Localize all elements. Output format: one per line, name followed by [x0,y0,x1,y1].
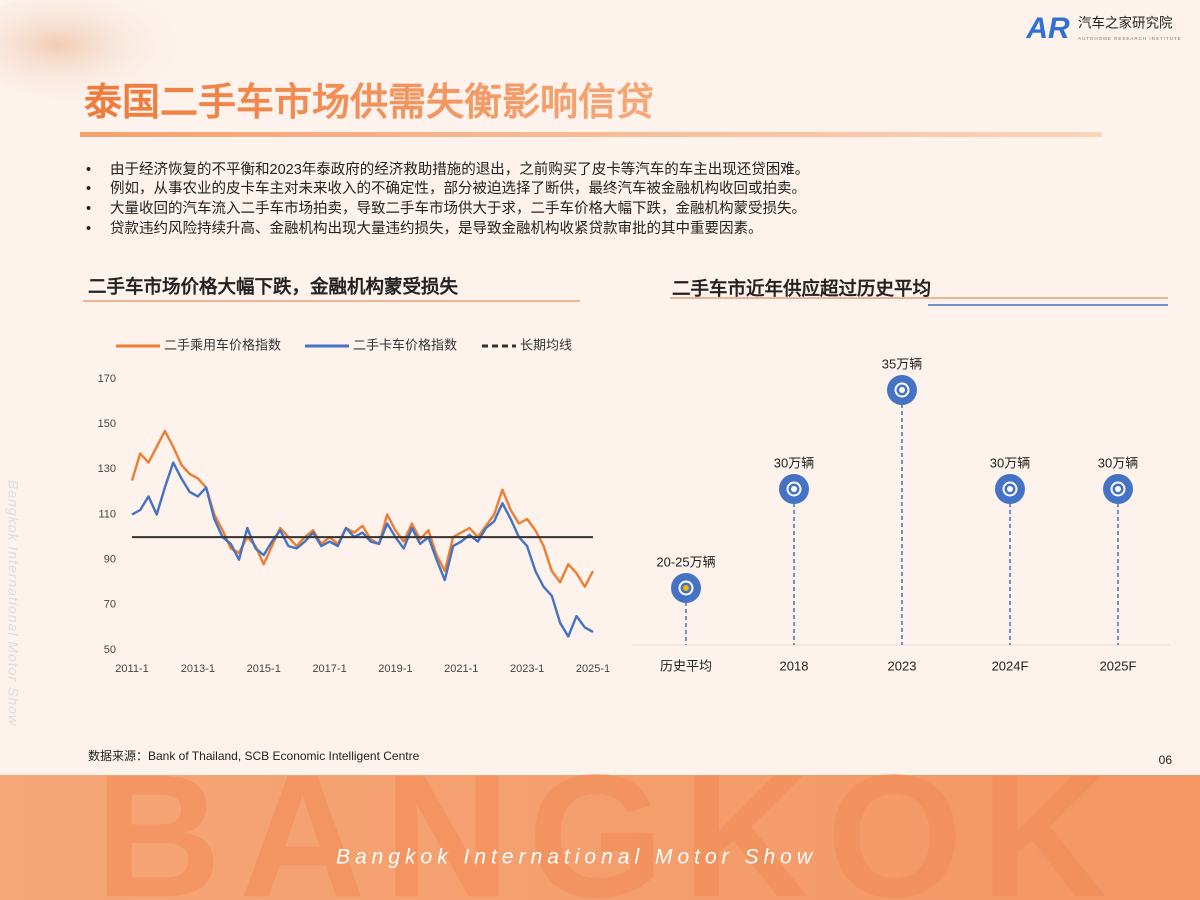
logo-name: 汽车之家研究院 [1078,15,1173,31]
x-tick-label: 2019-1 [378,663,412,675]
y-tick-label: 150 [98,418,116,430]
source-note: 数据来源：Bank of Thailand, SCB Economic Inte… [88,748,420,763]
dot-center [791,486,797,492]
bullet-text: 例如，从事农业的皮卡车主对未来收入的不确定性，部分被迫选择了断供，最终汽车被金融… [110,180,806,197]
chart-title: 二手车市场价格大幅下跌，金融机构蒙受损失 [88,276,459,297]
logo-mark: AR [1025,12,1070,45]
x-tick-label: 2017-1 [312,663,346,675]
x-tick-label: 2023 [888,658,917,673]
title-underline [80,132,1102,137]
value-label: 35万辆 [882,356,922,371]
bullet-dot: • [86,201,91,217]
x-tick-label: 2015-1 [247,663,281,675]
legend-label: 二手卡车价格指数 [353,337,457,352]
y-tick-label: 110 [98,508,116,520]
y-tick-label: 70 [104,599,116,611]
x-tick-label: 2013-1 [181,663,215,675]
footer-event: Bangkok International Motor Show [336,846,817,869]
value-label: 30万辆 [774,455,814,470]
x-tick-label: 2025F [1100,658,1137,673]
dot-ring [1110,481,1126,497]
dot-center [683,585,689,591]
bullet-dot: • [86,221,91,237]
value-label: 30万辆 [990,455,1030,470]
x-tick-label: 2023-1 [510,663,544,675]
dot-center [1115,486,1121,492]
y-tick-label: 50 [104,644,116,656]
bullet-dot: • [86,162,91,178]
legend-label: 长期均线 [520,337,572,352]
dot-ring [786,481,802,497]
y-tick-label: 170 [98,373,116,385]
page-number: 06 [1159,753,1173,767]
chart-title: 二手车市近年供应超过历史平均 [672,278,931,299]
y-tick-label: 130 [98,463,116,475]
footer-watermark: BANGKOK [95,739,1125,900]
value-label: 20-25万辆 [656,554,715,569]
legend-label: 二手乘用车价格指数 [164,337,281,352]
dot-center [1007,486,1013,492]
x-tick-label: 2021-1 [444,663,478,675]
x-tick-label: 2024F [992,658,1029,673]
slide-title: 泰国二手车市场供需失衡影响信贷 [84,82,654,124]
line-series [131,461,594,638]
side-text: Bangkok International Motor Show [5,480,21,726]
value-label: 30万辆 [1098,455,1138,470]
dot-ring [894,382,910,398]
y-tick-label: 90 [104,554,116,566]
bullet-dot: • [86,181,91,197]
x-tick-label: 2011-1 [115,663,148,675]
x-tick-label: 2018 [780,658,809,673]
bullet-text: 由于经济恢复的不平衡和2023年泰政府的经济救助措施的退出，之前购买了皮卡等汽车… [110,160,809,178]
footer-band [0,775,1200,900]
x-tick-label: 历史平均 [660,658,712,673]
dot-center [899,387,905,393]
bullet-text: 贷款违约风险持续升高、金融机构出现大量违约损失，是导致金融机构收紧贷款审批的其中… [110,220,763,237]
dot-ring [678,580,694,596]
x-tick-label: 2025-1 [576,663,610,675]
dot-ring [1002,481,1018,497]
bullet-text: 大量收回的汽车流入二手车市场拍卖，导致二手车市场供大于求，二手车价格大幅下跌，金… [110,200,806,217]
bullet-list: • 由于经济恢复的不平衡和2023年泰政府的经济救助措施的退出，之前购买了皮卡等… [86,160,809,237]
temple-decoration [0,0,190,100]
logo-tagline: AUTOHOME RESEARCH INSTITUTE [1078,36,1182,41]
